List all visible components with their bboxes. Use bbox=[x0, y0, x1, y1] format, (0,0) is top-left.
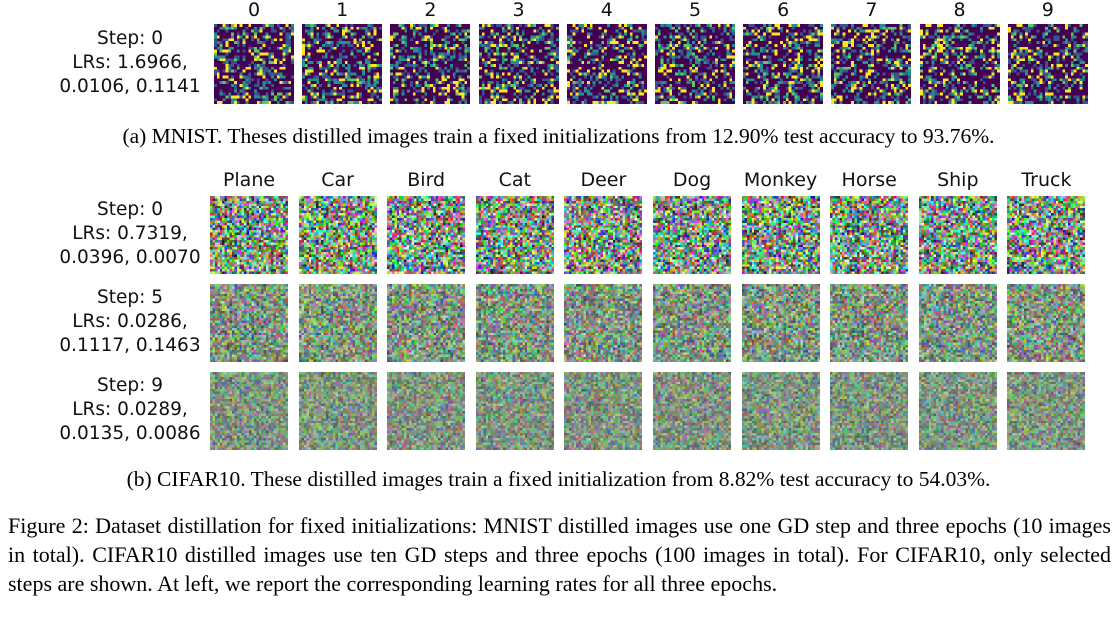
row-label: Step: 0 LRs: 0.7319, 0.0396, 0.0070 bbox=[40, 198, 220, 270]
figure-caption: Figure 2: Dataset distillation for fixed… bbox=[8, 513, 1111, 596]
distilled-image bbox=[919, 24, 1000, 104]
column-label: 0 bbox=[247, 0, 261, 21]
distilled-image bbox=[564, 196, 643, 274]
row-label: Step: 0 LRs: 1.6966, 0.0106, 0.1141 bbox=[40, 27, 220, 99]
distilled-image bbox=[564, 284, 643, 362]
column-label: 3 bbox=[512, 0, 525, 21]
distilled-image bbox=[387, 372, 466, 450]
distilled-image bbox=[475, 372, 554, 450]
distilled-image bbox=[653, 372, 731, 450]
distilled-image bbox=[831, 24, 912, 104]
column-label: 7 bbox=[865, 0, 878, 21]
distilled-image bbox=[210, 196, 288, 274]
distilled-image bbox=[1007, 24, 1088, 104]
row-label-step: Step: 9 bbox=[96, 375, 163, 396]
distilled-image bbox=[475, 284, 554, 362]
row-label-lrs-line2: 0.0396, 0.0070 bbox=[59, 247, 201, 268]
row-label-lrs-line2: 0.0135, 0.0086 bbox=[59, 423, 201, 444]
distilled-image bbox=[566, 24, 647, 104]
row-label-lrs-line2: 0.0106, 0.1141 bbox=[59, 76, 201, 97]
distilled-image bbox=[830, 196, 909, 274]
distilled-image bbox=[1007, 196, 1086, 274]
column-label: Horse bbox=[841, 169, 897, 191]
distilled-image bbox=[1007, 372, 1086, 450]
row-label: Step: 5 LRs: 0.0286, 0.1117, 0.1463 bbox=[40, 286, 220, 358]
row-label-step: Step: 0 bbox=[96, 28, 163, 49]
distilled-image bbox=[741, 372, 820, 450]
row-label-lrs-line1: LRs: 0.0286, bbox=[72, 311, 188, 332]
row-label-step: Step: 0 bbox=[96, 199, 163, 220]
column-label: Car bbox=[321, 169, 354, 191]
distilled-image bbox=[918, 372, 997, 450]
column-label: Plane bbox=[222, 169, 276, 191]
distilled-image bbox=[210, 284, 288, 362]
row-label: Step: 9 LRs: 0.0289, 0.0135, 0.0086 bbox=[40, 374, 220, 446]
distilled-image bbox=[1007, 284, 1086, 362]
row-label-lrs-line1: LRs: 0.0289, bbox=[72, 399, 188, 420]
distilled-image bbox=[390, 24, 471, 104]
distilled-image bbox=[918, 196, 997, 274]
column-label: Monkey bbox=[743, 169, 818, 191]
distilled-image bbox=[653, 284, 731, 362]
cifar-caption: (b) CIFAR10. These distilled images trai… bbox=[126, 467, 991, 491]
distilled-image bbox=[918, 284, 997, 362]
column-label: Truck bbox=[1021, 169, 1072, 191]
column-label: Deer bbox=[580, 169, 627, 191]
distilled-image bbox=[302, 24, 383, 104]
distilled-image bbox=[298, 284, 377, 362]
column-label: Cat bbox=[498, 169, 531, 191]
column-label: 5 bbox=[688, 0, 702, 21]
distilled-image bbox=[743, 24, 824, 104]
mnist-caption: (a) MNIST. Theses distilled images train… bbox=[122, 124, 995, 148]
distilled-image bbox=[214, 24, 294, 104]
column-label: 9 bbox=[1041, 0, 1054, 21]
column-label: 8 bbox=[953, 0, 966, 21]
row-label-lrs-line2: 0.1117, 0.1463 bbox=[59, 335, 201, 356]
column-label: Dog bbox=[672, 169, 712, 191]
row-label-lrs-line1: LRs: 0.7319, bbox=[72, 223, 188, 244]
distilled-image bbox=[298, 372, 377, 450]
row-label-step: Step: 5 bbox=[96, 287, 163, 308]
column-label: 1 bbox=[336, 0, 349, 21]
distilled-image bbox=[478, 24, 559, 104]
column-label: Bird bbox=[407, 169, 446, 191]
row-label-lrs-line1: LRs: 1.6966, bbox=[72, 52, 188, 73]
distilled-image bbox=[830, 284, 909, 362]
distilled-image bbox=[830, 372, 909, 450]
distilled-image bbox=[387, 284, 466, 362]
column-label: 6 bbox=[777, 0, 790, 21]
distilled-image bbox=[298, 196, 377, 274]
distilled-image bbox=[741, 196, 820, 274]
distilled-image bbox=[653, 196, 731, 274]
distilled-image bbox=[475, 196, 554, 274]
distilled-image bbox=[387, 196, 466, 274]
distilled-image bbox=[741, 284, 820, 362]
column-label: 4 bbox=[600, 0, 613, 21]
column-label: Ship bbox=[937, 169, 979, 191]
distilled-image bbox=[564, 372, 643, 450]
distilled-image bbox=[655, 24, 735, 104]
distilled-image bbox=[210, 372, 288, 450]
column-label: 2 bbox=[424, 0, 437, 21]
